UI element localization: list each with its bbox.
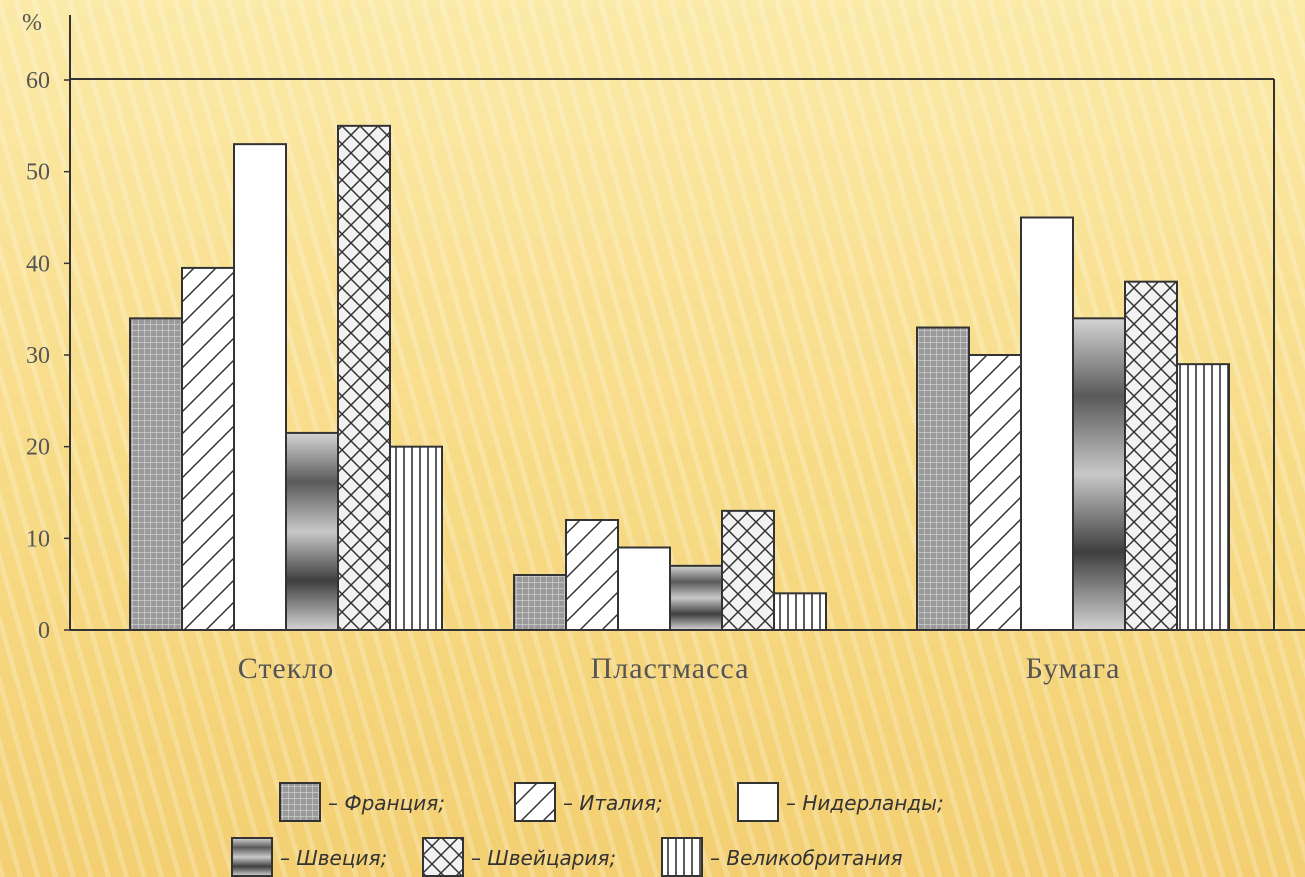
category-label: Бумага [1026,652,1121,685]
category-label: Стекло [238,652,335,685]
bar [565,519,619,631]
bar [916,326,970,631]
bar [1176,363,1230,631]
y-axis-label: % [22,10,42,36]
legend-label: – Франция; [328,791,445,815]
bar [1020,216,1074,631]
bar [721,509,775,632]
y-tick-label: 60 [26,68,50,94]
y-tick-label: 0 [38,618,50,644]
y-tick-label: 20 [26,435,50,461]
legend-label: – Великобритания [710,846,903,870]
bars [129,124,1230,632]
legend-swatch [737,782,779,822]
legend: – Франция; – Италия; – Нидерланды; – Швеция… [231,782,944,877]
bar [1124,280,1178,631]
bar [1072,317,1126,631]
legend-swatch [514,782,556,822]
bar [233,143,287,632]
y-tick-label: 10 [26,526,50,552]
legend-label: – Нидерланды; [786,791,944,815]
bar [181,266,235,631]
legend-label: – Швеция; [280,846,387,870]
bar [773,592,827,631]
legend-swatch [279,782,321,822]
bar [337,124,391,631]
bar [129,317,183,631]
bar [968,354,1022,631]
bar [617,546,671,631]
legend-swatch [661,837,703,877]
legend-swatch [422,837,464,877]
y-ticks: 0 10 20 30 40 50 60 [26,68,70,644]
bar [669,564,723,631]
legend-label: – Швейцария; [471,846,616,870]
category-label: Пластмасса [591,652,750,685]
category-labels: Стекло Пластмасса Бумага [238,652,1121,685]
bar [389,445,443,631]
legend-swatch [231,837,273,877]
bar [513,574,567,631]
legend-label: – Италия; [563,791,663,815]
y-tick-label: 40 [26,251,50,277]
y-tick-label: 30 [26,343,50,369]
bar [285,431,339,631]
y-tick-label: 50 [26,160,50,186]
